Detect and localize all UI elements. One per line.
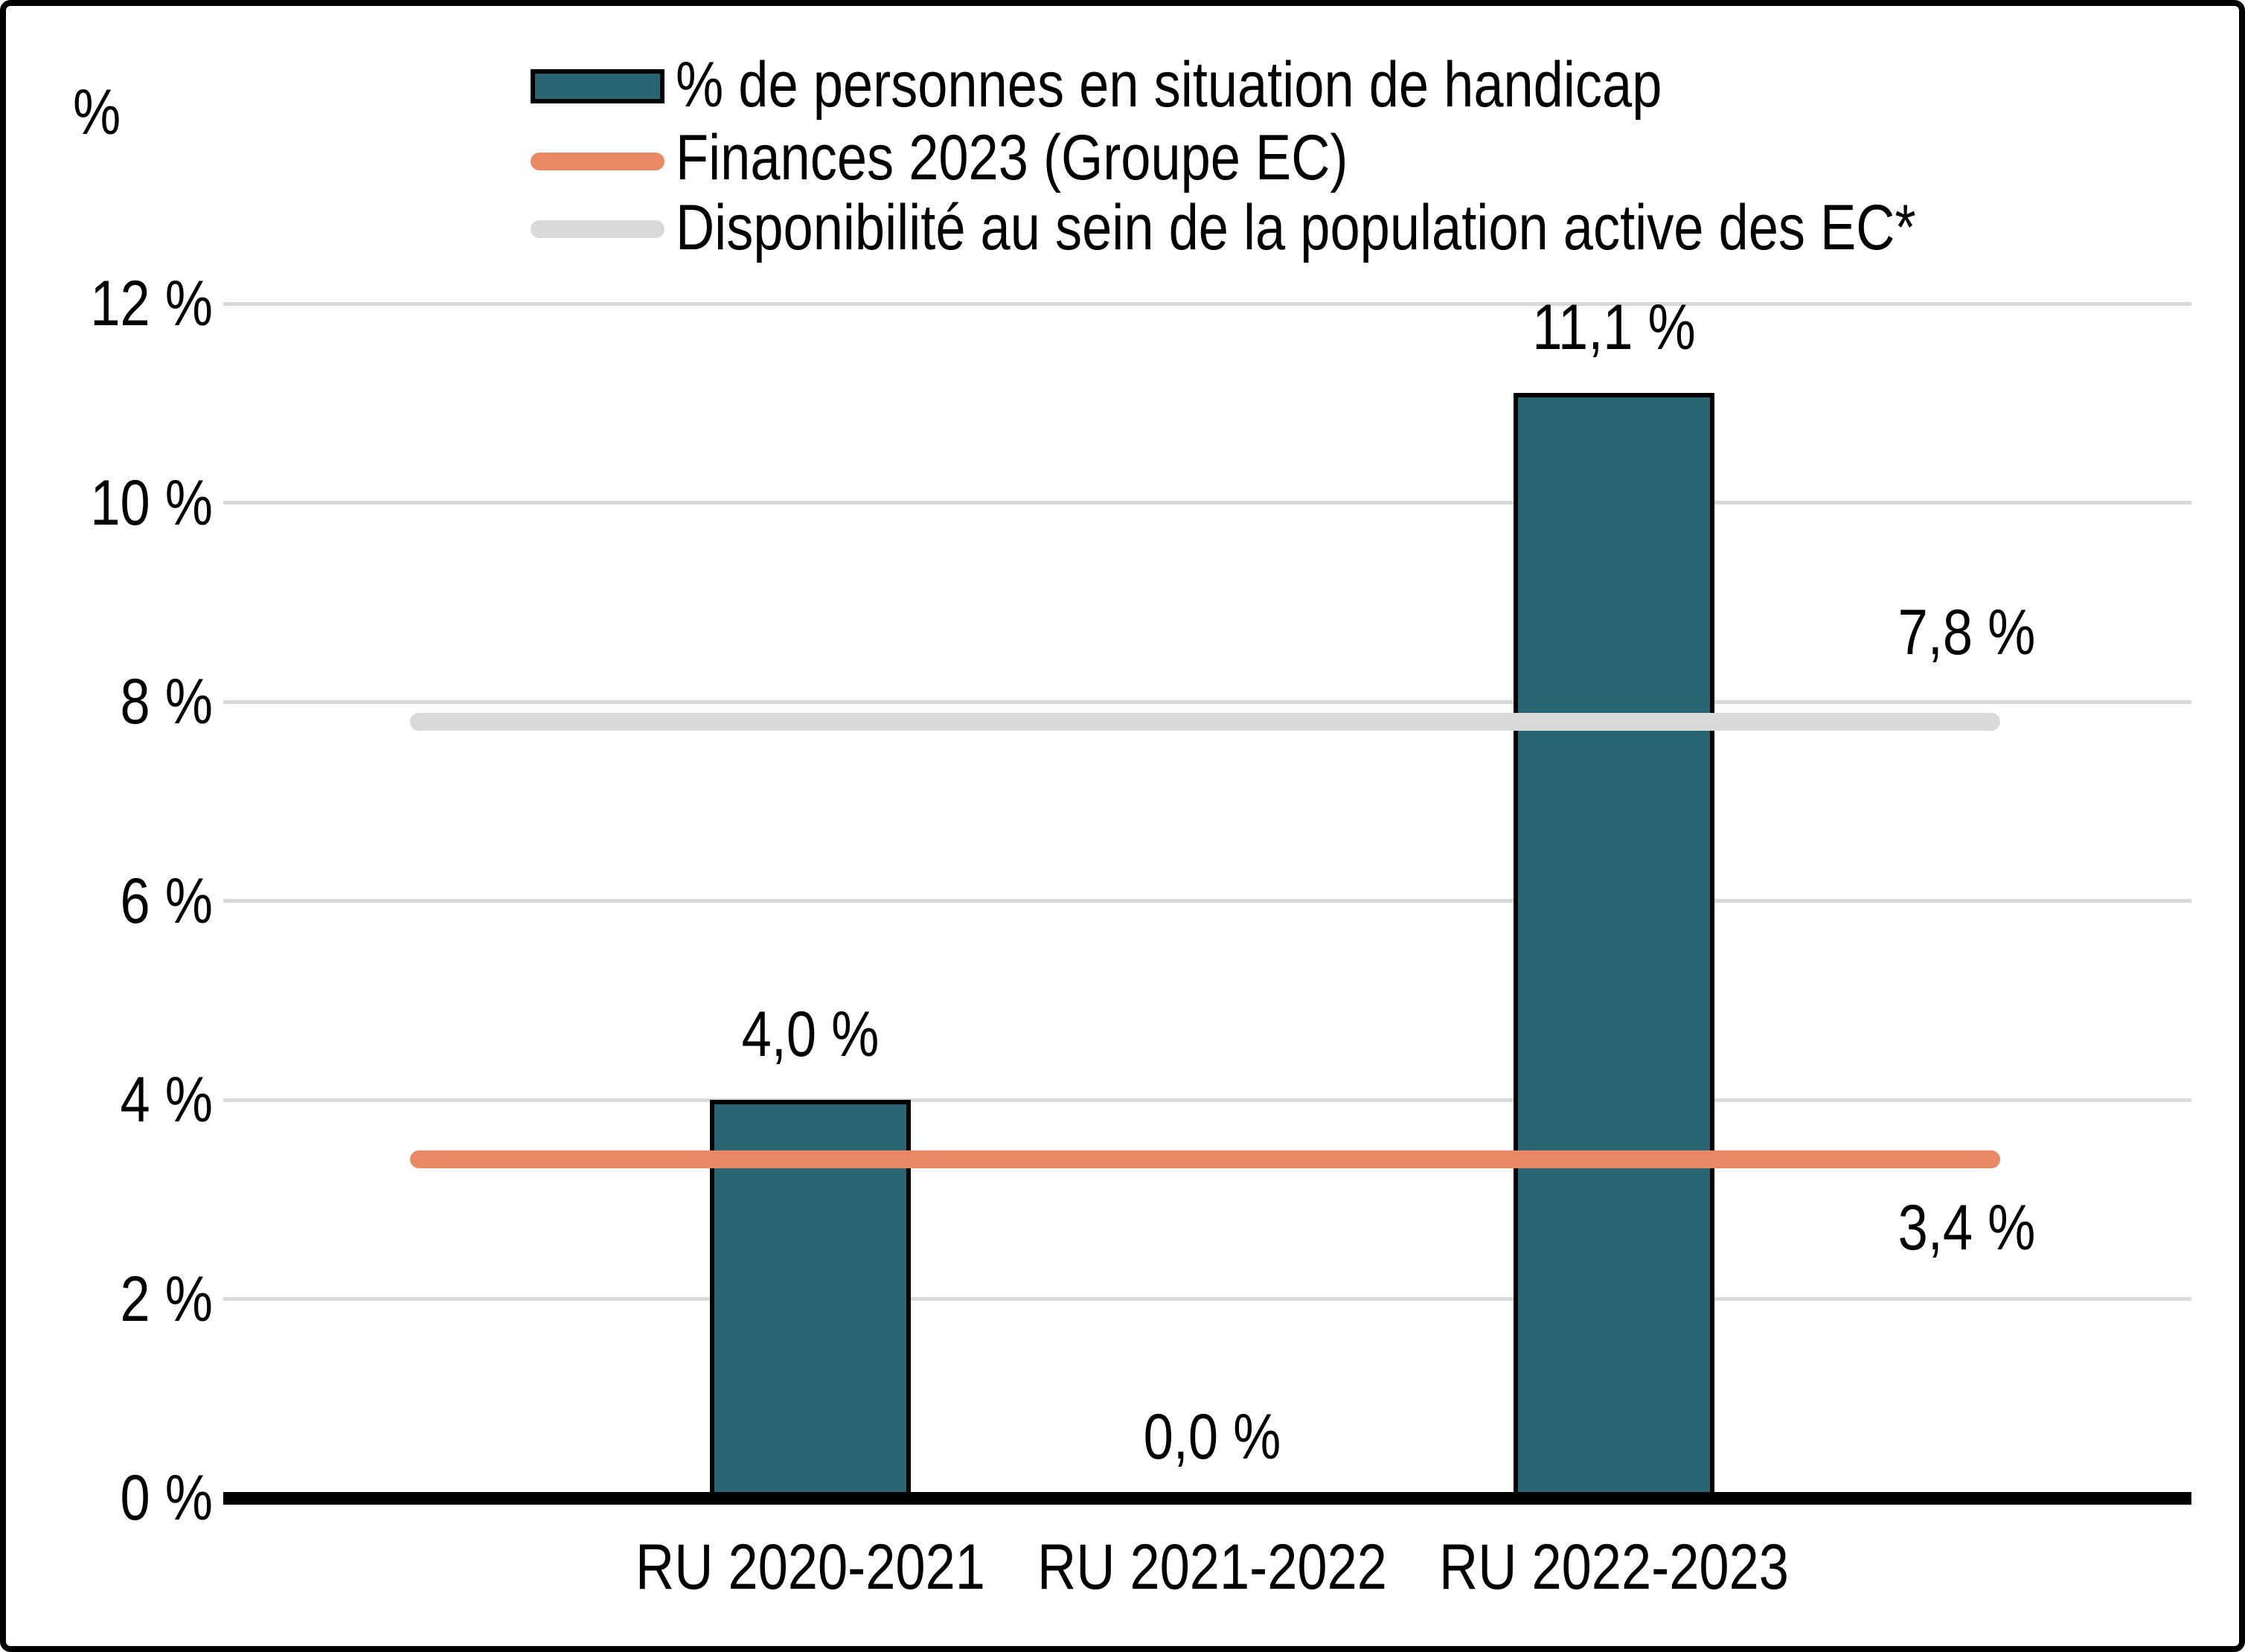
value-label-bar-1: 4,0 % — [741, 999, 880, 1070]
gridline-4 — [223, 1098, 2191, 1102]
y-tick-2: 2 % — [120, 1264, 213, 1335]
legend-bar-swatch — [531, 69, 664, 103]
gridline-10 — [223, 501, 2191, 505]
value-label-availability-line: 7,8 % — [1897, 597, 2036, 668]
y-tick-10: 10 % — [90, 467, 213, 539]
y-tick-8: 8 % — [120, 666, 213, 737]
y-tick-4: 4 % — [120, 1064, 213, 1136]
y-tick-0: 0 % — [120, 1462, 213, 1534]
gridline-8 — [223, 700, 2191, 704]
legend-label-finances: Finances 2023 (Groupe EC) — [676, 122, 1348, 193]
legend-label-bars: % de personnes en situation de handicap — [676, 49, 1662, 121]
value-label-finances-line: 3,4 % — [1897, 1192, 2036, 1264]
availability-reference-line — [410, 713, 2000, 731]
y-tick-12: 12 % — [90, 268, 213, 339]
y-tick-6: 6 % — [120, 865, 213, 937]
value-label-bar-2: 0,0 % — [1143, 1401, 1281, 1473]
gridline-12 — [223, 302, 2191, 306]
x-category-ru-2022-2023: RU 2022-2023 — [1439, 1531, 1789, 1603]
value-label-bar-3: 11,1 % — [1532, 292, 1696, 363]
bar-ru-2022-2023 — [1514, 393, 1714, 1498]
legend-label-availability: Disponibilité au sein de la population a… — [676, 192, 1916, 263]
finances-reference-line — [410, 1150, 2000, 1168]
y-axis-title: % — [73, 77, 121, 148]
gridline-2 — [223, 1297, 2191, 1301]
x-axis-line — [223, 1492, 2191, 1505]
legend-availability-line-swatch — [531, 220, 664, 238]
x-category-ru-2020-2021: RU 2020-2021 — [635, 1531, 985, 1603]
gridline-6 — [223, 899, 2191, 903]
legend-finances-line-swatch — [531, 153, 664, 170]
x-category-ru-2021-2022: RU 2021-2022 — [1037, 1531, 1387, 1603]
